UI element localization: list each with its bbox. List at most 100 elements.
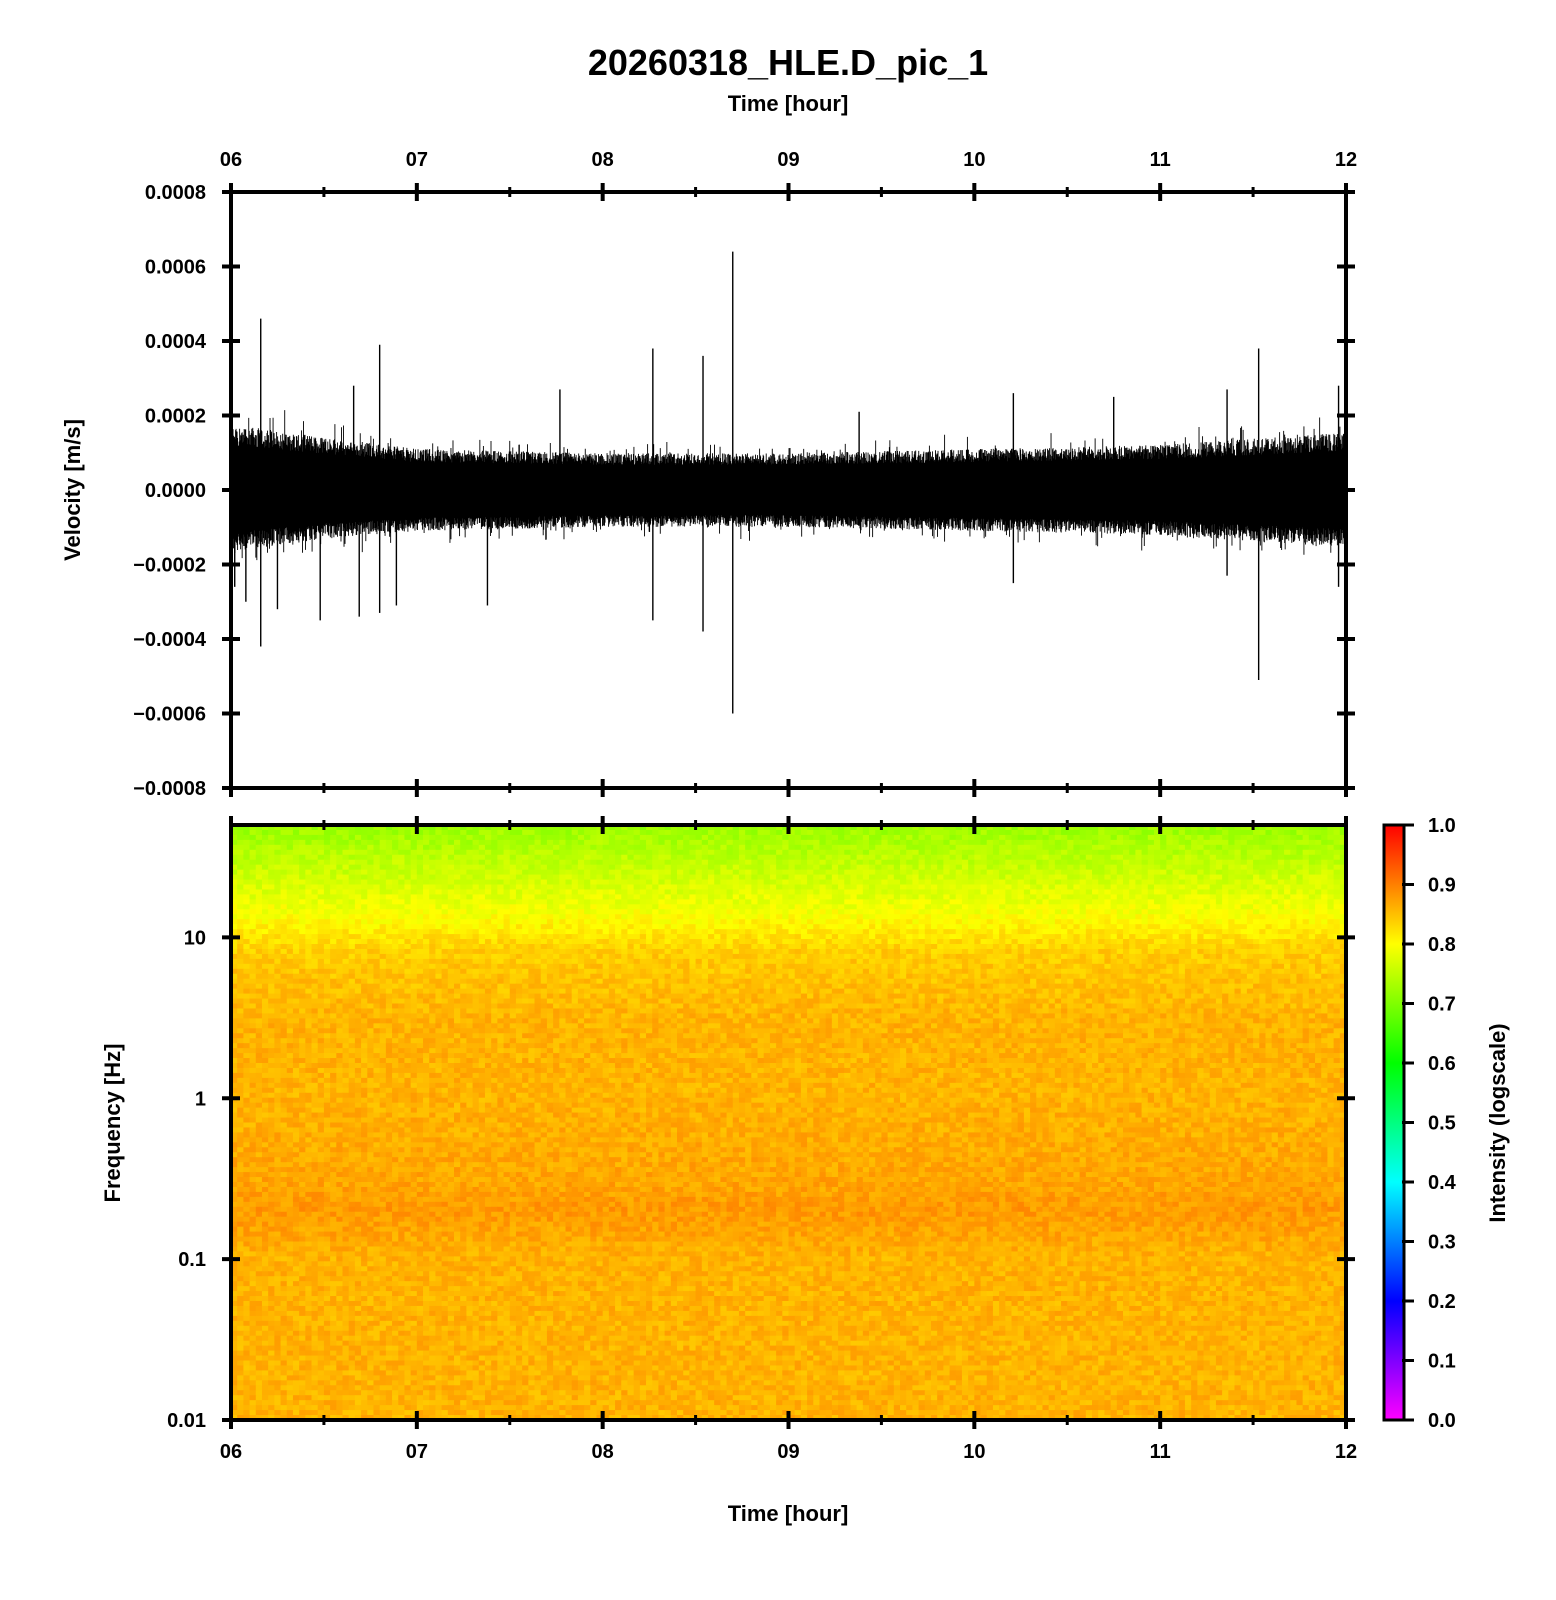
spectrogram-cell xyxy=(782,860,789,866)
spectrogram-cell xyxy=(609,909,616,915)
spectrogram-cell xyxy=(324,860,331,866)
spectrogram-cell xyxy=(522,924,529,930)
spectrogram-cell xyxy=(299,914,306,920)
spectrogram-cell xyxy=(1073,885,1080,891)
spectrogram-cell xyxy=(343,880,350,886)
spectrogram-cell xyxy=(609,885,616,891)
spectrogram-cell xyxy=(584,899,591,905)
spectrogram-cell xyxy=(1005,909,1012,915)
spectrogram-cell xyxy=(435,865,442,871)
spectrogram-cell xyxy=(819,919,826,925)
spectrogram-cell xyxy=(987,894,994,900)
spectrogram-cell xyxy=(423,835,430,841)
spectrogram-cell xyxy=(1036,860,1043,866)
spectrogram-cell xyxy=(627,865,634,871)
spectrogram-cell xyxy=(330,870,337,876)
spectrogram-cell xyxy=(287,850,294,856)
spectrogram-cell xyxy=(528,875,535,881)
spectrogram-cell xyxy=(386,885,393,891)
waveform-panel: 06 07 08 09 10 11 12−0.0008−0.0006−0.0004−0.00… xyxy=(133,149,1357,800)
spectrogram-cell xyxy=(541,875,548,881)
spectrogram-cell xyxy=(318,830,325,836)
spectrogram-cell xyxy=(844,909,851,915)
spectrogram-cell xyxy=(770,885,777,891)
spectrogram-cell xyxy=(1086,880,1093,886)
spectrogram-cell xyxy=(1259,845,1266,851)
spectrogram-cell xyxy=(956,899,963,905)
spectrogram-cell xyxy=(1061,904,1068,910)
spectrogram-cell xyxy=(442,855,449,861)
spectrogram-cell xyxy=(287,899,294,905)
spectrogram-cell xyxy=(1067,919,1074,925)
spectrogram-cell xyxy=(1111,919,1118,925)
spectrogram-cell xyxy=(646,870,653,876)
spectrogram-cell xyxy=(1309,914,1316,920)
spectrogram-cell xyxy=(1166,840,1173,846)
spectrogram-cell xyxy=(1204,885,1211,891)
spectrogram-cell xyxy=(1241,830,1248,836)
spectrogram-cell xyxy=(776,860,783,866)
spectrogram-cell xyxy=(937,909,944,915)
spectrogram-cell xyxy=(758,845,765,851)
spectrogram-cell xyxy=(404,875,411,881)
spectrogram-cell xyxy=(1166,860,1173,866)
spectrogram-cell xyxy=(1018,909,1025,915)
spectrogram-cell xyxy=(559,924,566,930)
spectrogram-cell xyxy=(906,909,913,915)
spectrogram-cell xyxy=(981,914,988,920)
spectrogram-cell xyxy=(683,840,690,846)
spectrogram-cell xyxy=(708,835,715,841)
spectrogram-cell xyxy=(398,830,405,836)
spectrogram-cell xyxy=(1154,840,1161,846)
spectrogram-cell xyxy=(1024,875,1031,881)
spectrogram-cell xyxy=(1179,885,1186,891)
spectrogram-cell xyxy=(559,855,566,861)
spectrogram-cell xyxy=(566,860,573,866)
spectrogram-cell xyxy=(1117,919,1124,925)
spectrogram-cell xyxy=(460,914,467,920)
spectrogram-cell xyxy=(491,850,498,856)
spectrogram-cell xyxy=(1303,909,1310,915)
spectrogram-cell xyxy=(1148,830,1155,836)
spectrogram-cell xyxy=(1117,865,1124,871)
spectrogram-cell xyxy=(658,904,665,910)
spectrogram-cell xyxy=(367,830,374,836)
spectrogram-cell xyxy=(510,880,517,886)
spectrogram-cell xyxy=(950,835,957,841)
spectrogram-cell xyxy=(795,885,802,891)
spectrogram-cell xyxy=(1179,855,1186,861)
spectrogram-cell xyxy=(299,860,306,866)
spectrogram-cell xyxy=(336,889,343,895)
spectrogram-cell xyxy=(652,860,659,866)
spectrogram-cell xyxy=(1117,835,1124,841)
spectrogram-cell xyxy=(925,850,932,856)
spectrogram-cell xyxy=(268,904,275,910)
spectrogram-cell xyxy=(1204,870,1211,876)
spectrogram-cell xyxy=(795,865,802,871)
spectrogram-cell xyxy=(857,860,864,866)
spectrogram-cell xyxy=(677,855,684,861)
spectrogram-cell xyxy=(367,909,374,915)
spectrogram-cell xyxy=(888,840,895,846)
spectrogram-cell xyxy=(1154,850,1161,856)
spectrogram-cell xyxy=(1296,914,1303,920)
spectrogram-cell xyxy=(1098,855,1105,861)
spectrogram-cell xyxy=(1073,880,1080,886)
spectrogram-cell xyxy=(386,899,393,905)
spectrogram-cell xyxy=(1235,870,1242,876)
spectrogram-cell xyxy=(863,909,870,915)
spectrogram-cell xyxy=(250,840,257,846)
spectrogram-cell xyxy=(1284,830,1291,836)
spectrogram-cell xyxy=(751,899,758,905)
spectrogram-cell xyxy=(1334,914,1341,920)
spectrogram-cell xyxy=(652,899,659,905)
spectrogram-cell xyxy=(974,919,981,925)
spectrogram-cell xyxy=(1265,894,1272,900)
spectrogram-cell xyxy=(553,840,560,846)
spectrogram-cell xyxy=(541,855,548,861)
spectrogram-cell xyxy=(1166,904,1173,910)
spectrogram-cell xyxy=(423,860,430,866)
spectrogram-cell xyxy=(1296,850,1303,856)
waveform-y-tick-label: −0.0002 xyxy=(133,555,206,577)
spectrogram-cell xyxy=(312,885,319,891)
